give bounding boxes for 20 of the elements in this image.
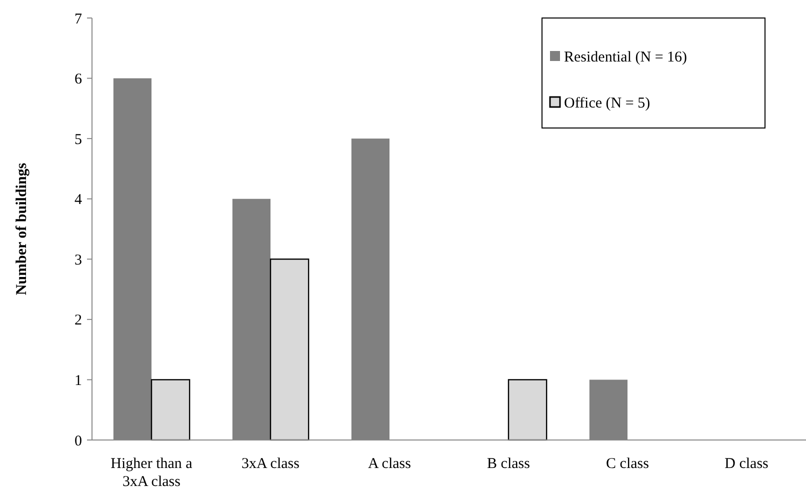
legend-label: Residential (N = 16) bbox=[564, 49, 688, 66]
y-tick-label: 7 bbox=[74, 11, 82, 28]
y-tick-label: 1 bbox=[74, 372, 82, 389]
x-tick-label: C class bbox=[606, 456, 650, 472]
bar bbox=[150, 379, 190, 441]
x-tick-label: D class bbox=[724, 456, 769, 472]
y-tick-label: 2 bbox=[74, 312, 82, 329]
x-tick-label: B class bbox=[487, 456, 530, 472]
y-tick-label: 3 bbox=[74, 252, 82, 268]
y-tick-label: 5 bbox=[74, 132, 82, 148]
x-tick-label: 3xA class bbox=[242, 456, 300, 472]
y-axis-title: Number of buildings bbox=[14, 162, 30, 296]
x-tick-label: Higher than a 3xA class bbox=[110, 456, 193, 490]
bar bbox=[270, 258, 310, 441]
legend-label: Office (N = 5) bbox=[564, 95, 650, 112]
bar bbox=[508, 379, 548, 441]
y-tick-label: 0 bbox=[74, 433, 82, 450]
y-tick-label: 6 bbox=[74, 72, 82, 88]
x-tick-label: A class bbox=[368, 456, 412, 472]
y-tick-label: 4 bbox=[74, 192, 82, 208]
